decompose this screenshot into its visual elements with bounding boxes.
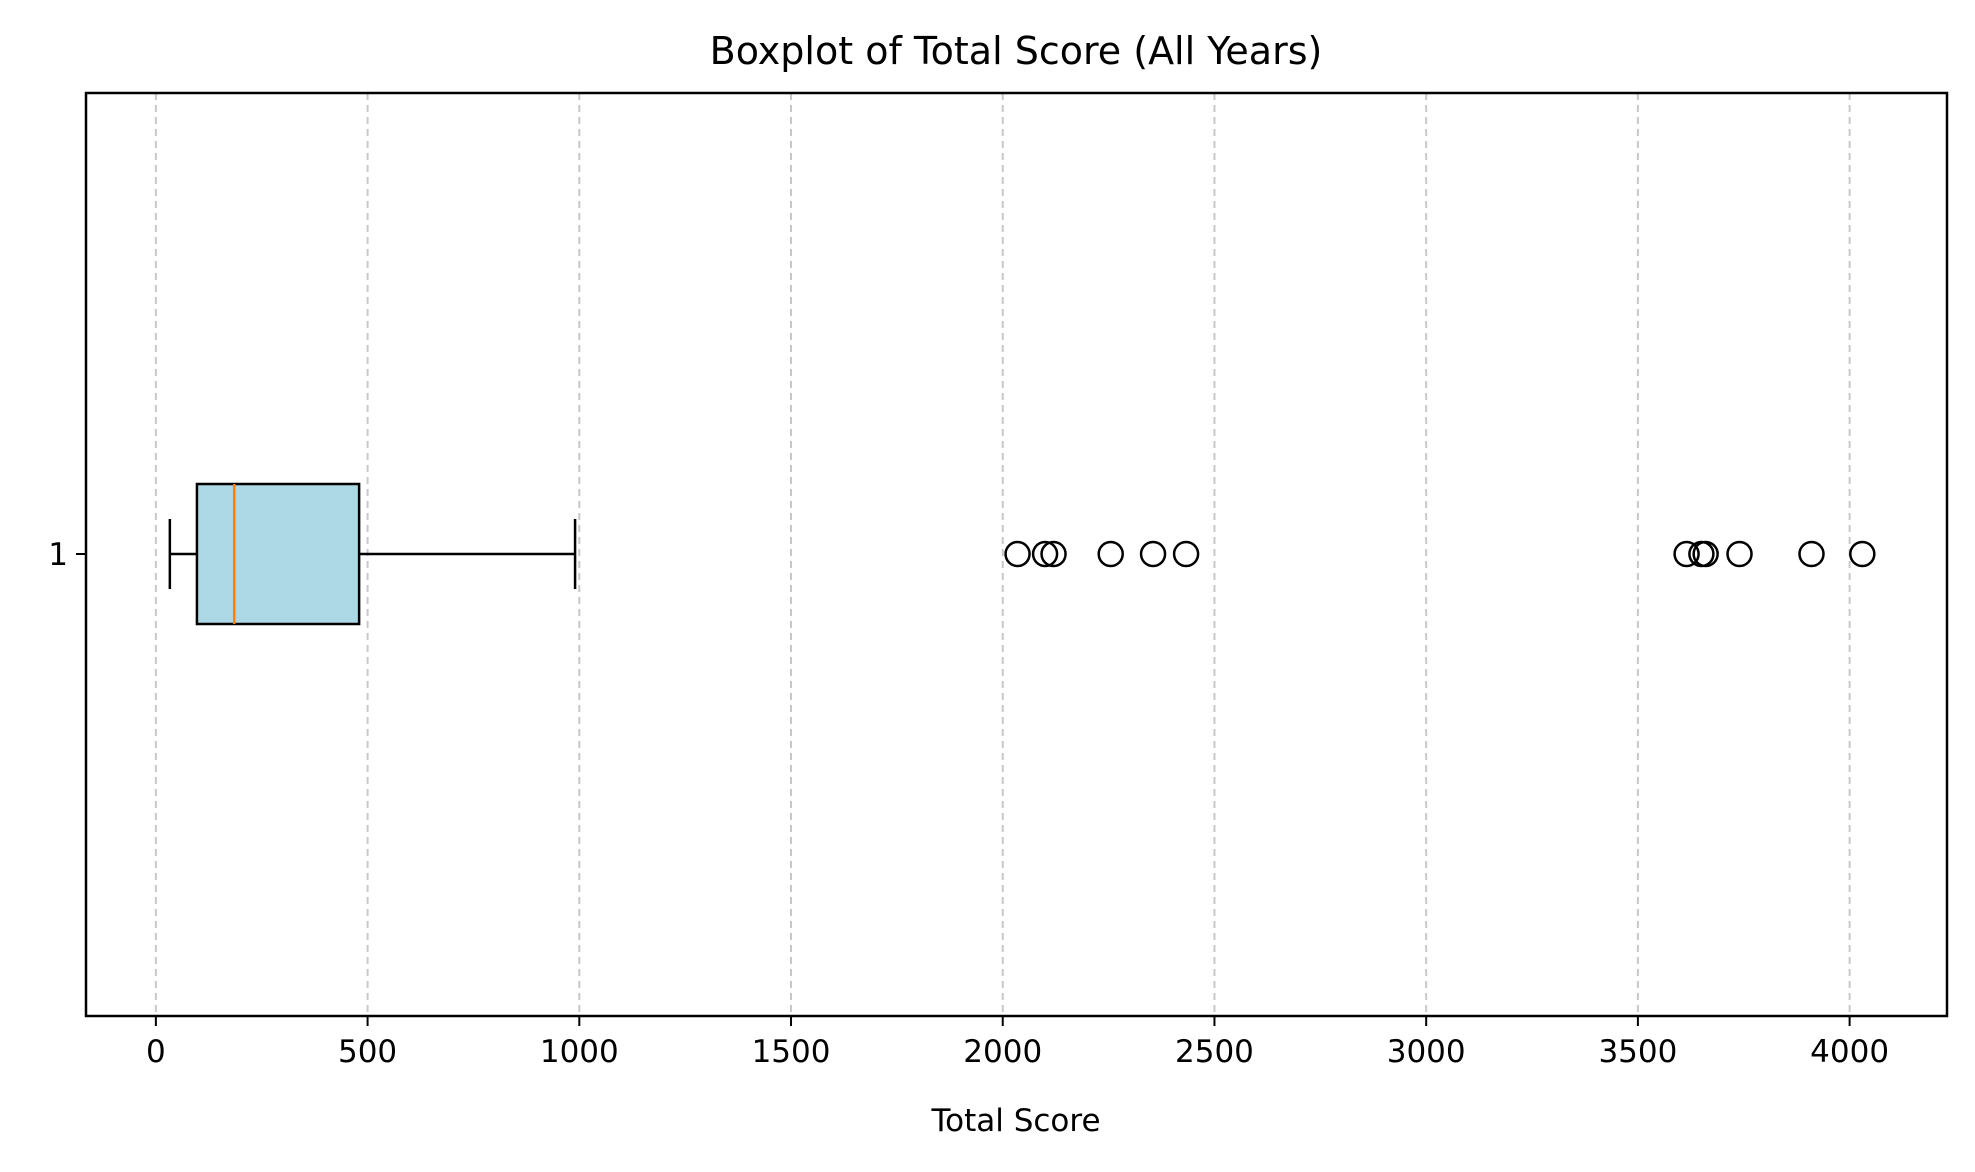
outlier-point [1798,540,1825,568]
outlier-point [1139,540,1167,568]
x-tick-label: 3500 [1598,1034,1677,1070]
x-tick-label: 0 [146,1034,166,1070]
chart-title: Boxplot of Total Score (All Years) [710,29,1323,73]
x-tick-label: 3000 [1387,1034,1466,1070]
x-tick-label: 500 [338,1034,397,1070]
y-tick-label: 1 [48,537,68,573]
outlier-point [1673,540,1700,568]
outlier-points [1004,540,1876,568]
outlier-point [1692,540,1719,568]
outlier-point [1031,540,1059,568]
x-tick-label: 4000 [1810,1034,1889,1070]
outlier-point [1040,540,1067,568]
y-axis-ticks: 1 [48,537,86,573]
outlier-point [1849,540,1876,568]
outlier-point [1097,540,1124,568]
iqr-box [195,482,361,626]
outlier-point [1004,540,1031,568]
outlier-point [1726,540,1753,568]
x-tick-label: 2500 [1175,1034,1254,1070]
x-axis-ticks: 0 500 1000 1500 2000 2500 3000 3500 4000 [146,1016,1889,1070]
x-tick-label: 1000 [540,1034,619,1070]
x-tick-label: 1500 [752,1034,831,1070]
x-axis-label: Total Score [930,1103,1100,1139]
box-elements [168,482,577,626]
outlier-point [1172,540,1200,568]
x-tick-label: 2000 [963,1034,1042,1070]
